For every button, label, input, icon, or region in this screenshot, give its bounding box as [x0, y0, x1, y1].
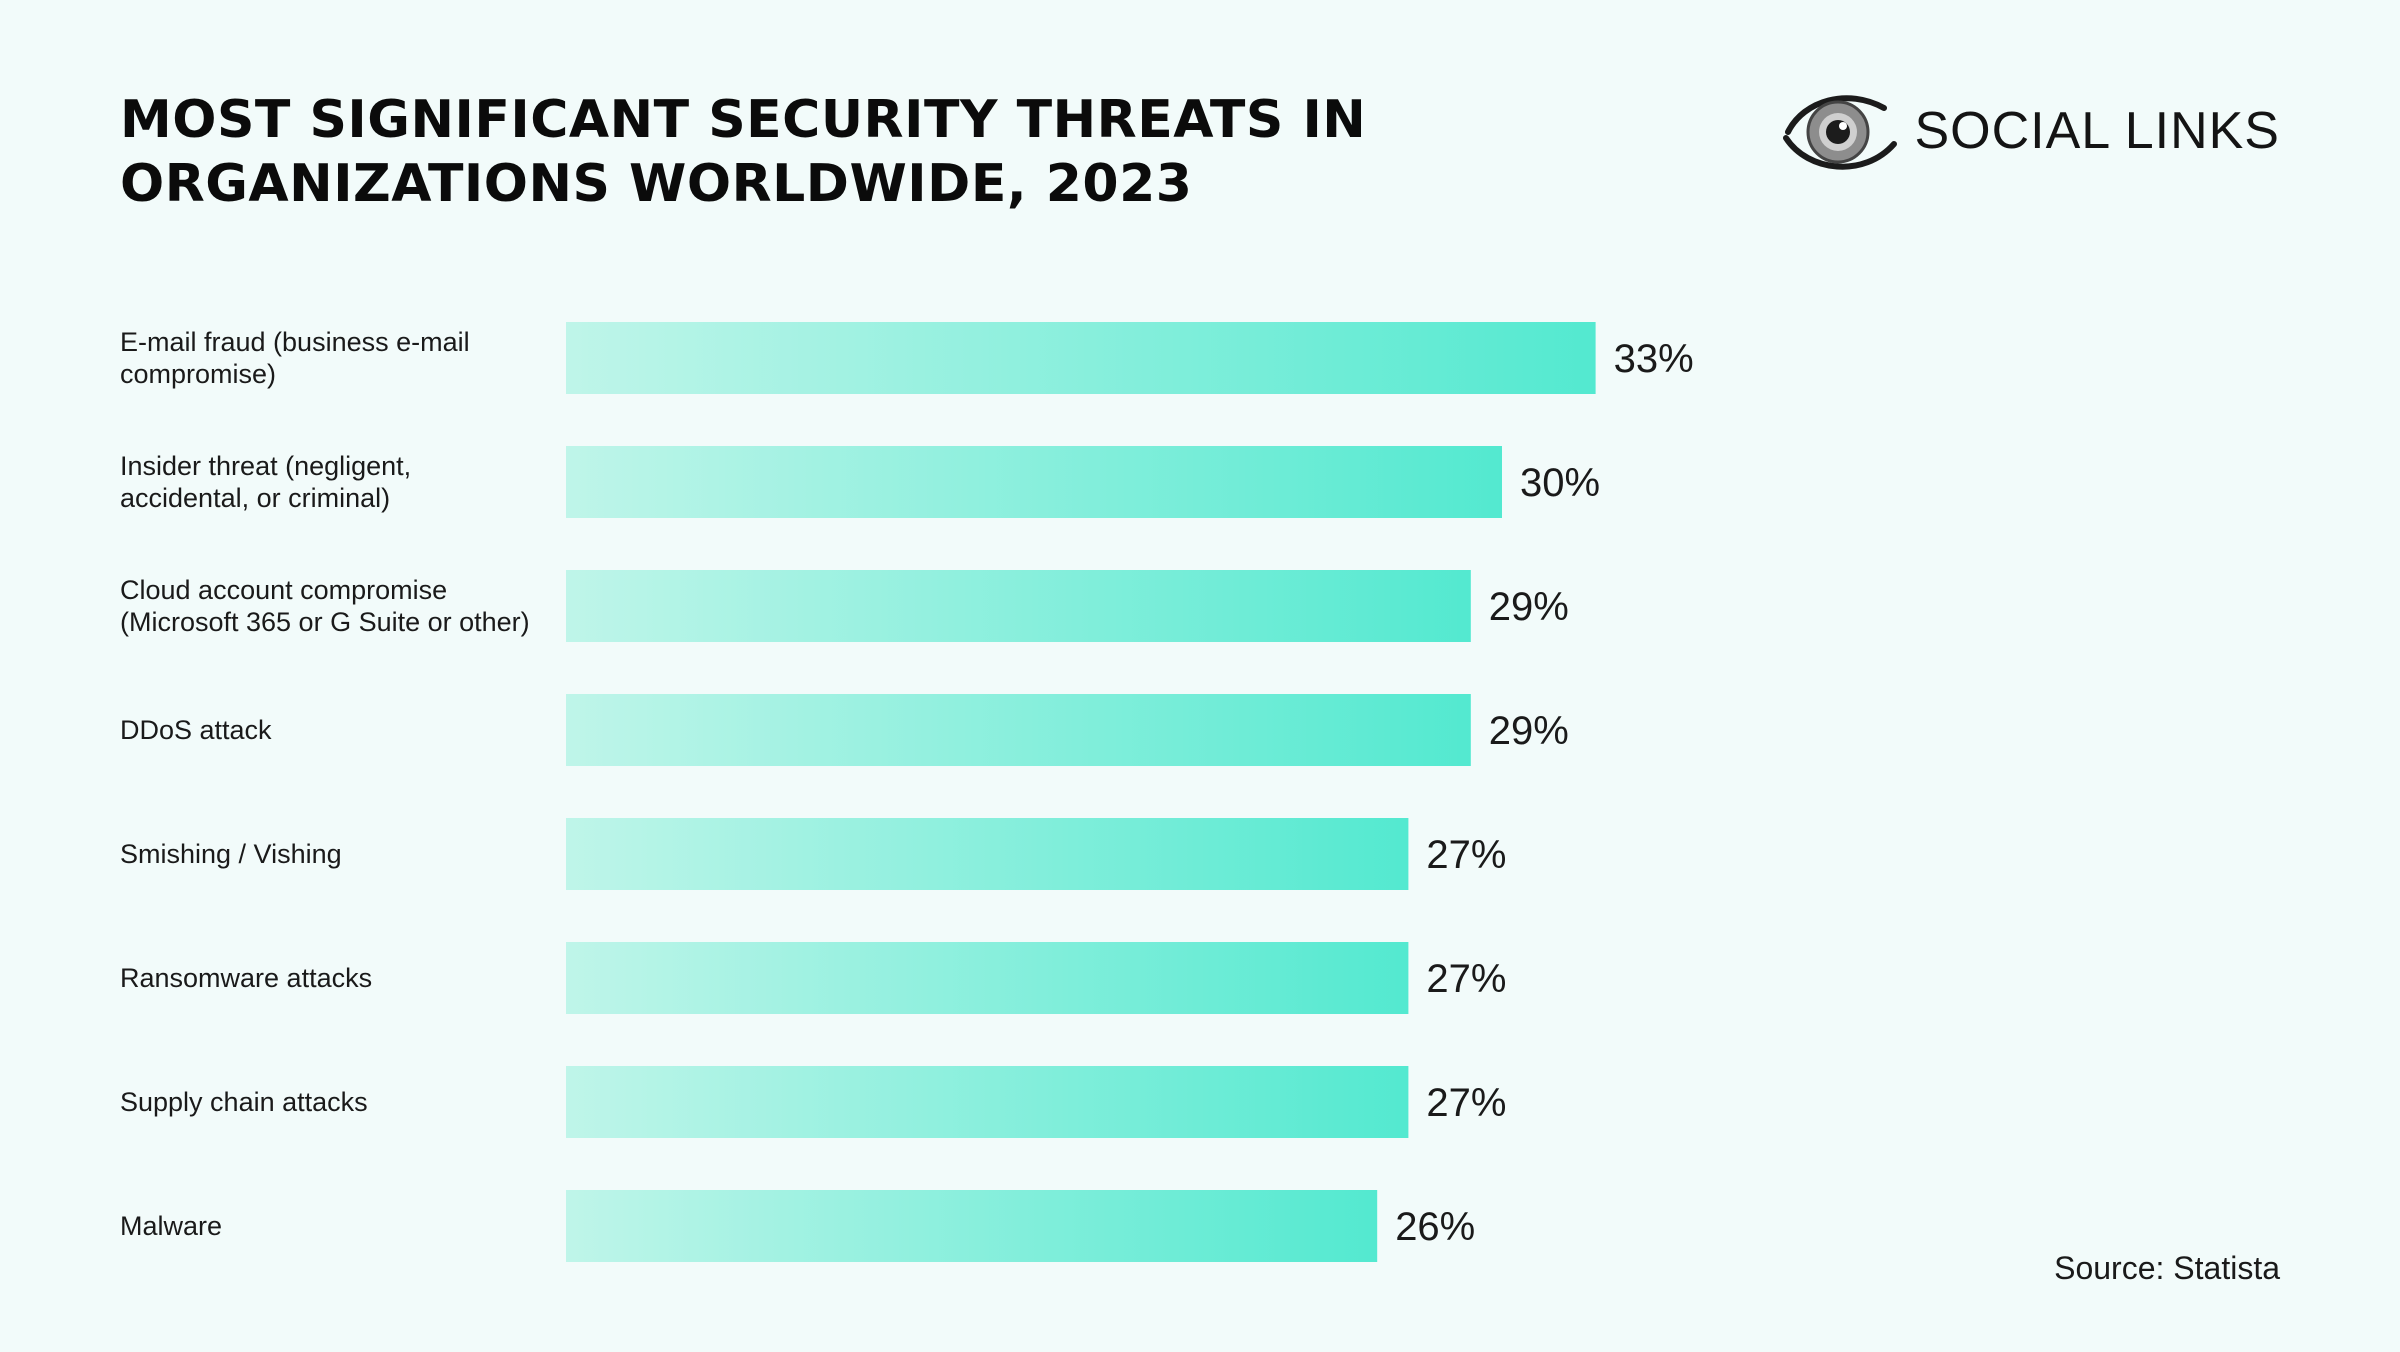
source-note: Source: Statista: [2054, 1250, 2280, 1286]
bar-1: [566, 322, 1596, 394]
value-label-7: 27%: [1426, 1081, 1506, 1125]
value-label-1: 33%: [1614, 337, 1694, 381]
bar-3: [566, 570, 1471, 642]
category-label-8: Malware: [120, 1211, 222, 1241]
brand-name: SOCIAL LINKS: [1914, 102, 2280, 160]
value-label-2: 30%: [1520, 461, 1600, 505]
category-label-line: E-mail fraud (business e-mail: [120, 327, 470, 357]
category-label-4: DDoS attack: [120, 715, 272, 745]
category-label-line: Malware: [120, 1211, 222, 1241]
category-label-3: Cloud account compromise (Microsoft 365 o…: [120, 575, 530, 637]
value-label-5: 27%: [1426, 833, 1506, 877]
bar-5: [566, 818, 1409, 890]
category-label-5: Smishing / Vishing: [120, 839, 342, 869]
category-label-line: Smishing / Vishing: [120, 839, 342, 869]
category-label-line: DDoS attack: [120, 715, 272, 745]
category-label-2: Insider threat (negligent, accidental, or…: [120, 451, 411, 513]
bar-6: [566, 942, 1409, 1014]
category-label-line: Cloud account compromise: [120, 575, 447, 605]
bar-2: [566, 446, 1502, 518]
brand-logo: SOCIAL LINKS: [1782, 86, 2280, 176]
category-label-7: Supply chain attacks: [120, 1087, 368, 1117]
bar-4: [566, 694, 1471, 766]
eye-icon: [1783, 95, 1898, 170]
chart-title: MOST SIGNIFICANT SECURITY THREATS IN ORG…: [120, 88, 1420, 216]
chart-title-line-1: MOST SIGNIFICANT SECURITY THREATS IN: [120, 90, 1367, 150]
category-label-line: compromise): [120, 359, 276, 389]
bar-8: [566, 1190, 1378, 1262]
category-label-line: (Microsoft 365 or G Suite or other): [120, 607, 530, 637]
value-label-4: 29%: [1489, 709, 1569, 753]
chart-title-line-2: ORGANIZATIONS WORLDWIDE, 2023: [120, 154, 1193, 214]
category-label-line: Insider threat (negligent,: [120, 451, 411, 481]
category-label-6: Ransomware attacks: [120, 963, 372, 993]
category-label-line: Supply chain attacks: [120, 1087, 368, 1117]
bar-7: [566, 1066, 1409, 1138]
value-label-8: 26%: [1395, 1205, 1475, 1249]
category-label-1: E-mail fraud (business e-mail compromise): [120, 327, 470, 389]
category-label-line: accidental, or criminal): [120, 483, 390, 513]
category-label-line: Ransomware attacks: [120, 963, 372, 993]
value-label-6: 27%: [1426, 957, 1506, 1001]
bars-group: 33% E-mail fraud (business e-mail compromi…: [120, 322, 1694, 1262]
value-label-3: 29%: [1489, 585, 1569, 629]
